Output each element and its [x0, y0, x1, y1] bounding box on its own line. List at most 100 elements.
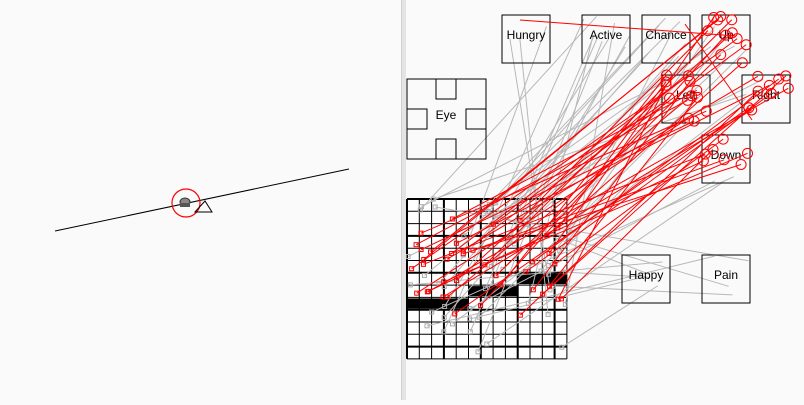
- active-link: [519, 19, 737, 37]
- inactive-link: [452, 98, 746, 325]
- synapse-circle: [726, 27, 738, 39]
- eye-sensor: [465, 108, 487, 130]
- synapse-marker: [430, 196, 436, 202]
- node-label: Hungry: [507, 28, 546, 42]
- active-link: [416, 117, 689, 294]
- node-label: Eye: [436, 108, 457, 122]
- synapse-marker: [493, 273, 499, 279]
- active-link: [684, 23, 753, 121]
- network-view[interactable]: Hungry Active Chance Up Left Right Down Happy Pa…: [405, 0, 804, 400]
- node-pain[interactable]: Pain: [701, 254, 751, 304]
- synapse-circle: [702, 25, 714, 37]
- active-link: [546, 62, 743, 237]
- synapse-marker: [449, 321, 455, 327]
- active-link: [456, 84, 770, 244]
- synapse-marker: [530, 259, 536, 265]
- synapse-circle: [736, 57, 748, 69]
- world-view[interactable]: [0, 0, 401, 400]
- synapse-marker: [442, 303, 448, 309]
- synapse-marker: [490, 221, 496, 227]
- terrain-line: [54, 168, 350, 232]
- inactive-link: [553, 285, 733, 296]
- active-link: [415, 99, 688, 246]
- world-canvas: [54, 168, 350, 232]
- synapse-marker: [418, 247, 424, 253]
- active-link: [427, 160, 704, 293]
- synapse-marker: [562, 301, 568, 307]
- synapse-marker: [418, 230, 424, 236]
- inactive-link: [561, 285, 659, 348]
- node-box: [501, 14, 551, 64]
- synapse-marker: [449, 251, 455, 257]
- retina-grid: [406, 198, 568, 360]
- inactive-link: [485, 17, 666, 208]
- inactive-link: [469, 180, 716, 310]
- active-link: [557, 81, 667, 229]
- active-link: [532, 81, 691, 291]
- node-down[interactable]: Down: [701, 134, 751, 184]
- synapse-marker: [413, 242, 419, 248]
- synapse-marker: [453, 240, 459, 246]
- active-link: [548, 17, 715, 254]
- synapse-marker: [421, 261, 427, 267]
- eye-sensor: [406, 108, 428, 130]
- synapse-circle: [715, 49, 727, 61]
- node-label: Active: [590, 28, 623, 42]
- active-link: [411, 75, 689, 270]
- active-link: [520, 90, 759, 316]
- synapse-circle: [717, 133, 729, 145]
- synapse-circle: [691, 84, 703, 96]
- active-link: [463, 164, 742, 255]
- synapse-circle: [684, 75, 696, 87]
- synapse-marker: [409, 266, 415, 272]
- synapse-marker: [425, 288, 431, 294]
- node-happy[interactable]: Happy: [621, 254, 671, 304]
- synapse-marker: [429, 309, 435, 315]
- active-link: [442, 109, 752, 298]
- synapse-marker: [449, 216, 455, 222]
- eye-sensor: [435, 138, 457, 160]
- synapse-circle: [780, 70, 792, 82]
- node-label: Pain: [714, 268, 738, 282]
- node-box: [581, 14, 631, 64]
- synapse-circle: [682, 70, 694, 82]
- active-link: [532, 78, 780, 263]
- active-link: [420, 120, 695, 250]
- node-label: Happy: [629, 268, 664, 282]
- synapse-circle: [782, 82, 794, 94]
- synapse-marker: [546, 250, 552, 256]
- synapse-marker: [421, 256, 427, 262]
- synapse-marker: [557, 248, 563, 254]
- synapse-marker: [517, 312, 523, 318]
- synapse-marker: [467, 306, 473, 312]
- synapse-circle: [773, 73, 785, 85]
- synapse-circle: [660, 76, 672, 88]
- synapse-marker: [555, 225, 561, 231]
- node-active[interactable]: Active: [581, 14, 631, 64]
- synapse-marker: [424, 323, 430, 329]
- synapse-circle: [718, 154, 730, 166]
- inactive-link: [495, 24, 660, 204]
- inactive-link: [462, 26, 547, 256]
- synapse-marker: [428, 249, 434, 255]
- synapse-marker: [414, 290, 420, 296]
- synapse-marker: [417, 207, 423, 213]
- synapse-marker: [523, 269, 529, 275]
- active-link: [549, 97, 698, 287]
- node-eye[interactable]: Eye: [406, 78, 487, 160]
- synapse-marker: [444, 256, 450, 262]
- agent-icon[interactable]: [179, 197, 191, 207]
- synapse-marker: [467, 329, 473, 335]
- synapse-marker: [470, 247, 476, 253]
- synapse-marker: [467, 316, 473, 322]
- synapse-circle: [715, 11, 727, 23]
- synapse-circle: [660, 69, 672, 81]
- panel-divider[interactable]: [401, 0, 407, 400]
- inactive-link: [509, 38, 551, 290]
- synapse-marker: [452, 311, 458, 317]
- synapse-circle: [688, 115, 700, 127]
- synapse-marker: [559, 344, 565, 350]
- synapse-circle: [726, 14, 738, 26]
- node-hungry[interactable]: Hungry: [501, 14, 551, 64]
